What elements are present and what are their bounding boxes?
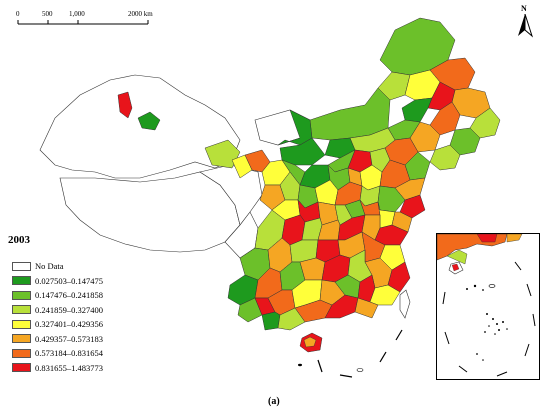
scale-tick-2000: 2000 km (128, 10, 153, 18)
legend-swatch (12, 276, 31, 285)
figure-caption: (a) (268, 396, 280, 407)
inset-map (437, 234, 536, 377)
legend-item: 0.573184–0.831654 (12, 347, 103, 359)
legend-item: No Data (12, 260, 64, 272)
legend-item: 0.241859–0.327400 (12, 304, 103, 316)
legend-swatch (12, 261, 31, 271)
legend-item: 0.831655–1.483773 (12, 362, 103, 374)
legend-label: 0.573184–0.831654 (35, 348, 103, 358)
south-china-sea-inset (436, 233, 540, 380)
south-regions (227, 231, 411, 331)
legend-item: 0.027503–0.147475 (12, 275, 103, 287)
north-arrow: N (513, 4, 537, 38)
region-tibet (59, 171, 241, 253)
scale-tick-0: 0 (16, 10, 20, 18)
legend-item: 0.327401–0.429356 (12, 318, 103, 330)
legend-item: 0.147476–0.241858 (12, 289, 103, 301)
region-urumqi (117, 91, 133, 119)
legend-label: 0.027503–0.147475 (35, 275, 103, 286)
north-regions (277, 87, 396, 173)
legend-swatch (12, 363, 31, 372)
legend-label: 0.429357–0.573183 (35, 333, 103, 344)
legend-swatch (12, 319, 31, 329)
north-arrow-icon (518, 14, 534, 38)
central-north-regions (244, 149, 426, 219)
legend-label: 0.241859–0.327400 (35, 304, 103, 315)
scale-bar: 0 500 1,000 2000 km (14, 10, 154, 30)
legend-swatch (12, 334, 31, 343)
scale-bar-graphic (17, 20, 149, 25)
south-sea-dashes (317, 329, 403, 378)
central-regions (254, 199, 413, 251)
region-karamay (137, 111, 161, 131)
legend-label: No Data (35, 261, 64, 271)
legend-swatch (12, 290, 31, 300)
region-taiwan (399, 289, 411, 319)
scale-tick-500: 500 (42, 10, 53, 18)
north-label: N (521, 4, 527, 13)
legend-swatch (12, 305, 31, 314)
legend-label: 0.147476–0.241858 (35, 290, 103, 300)
year-label: 2003 (8, 234, 30, 246)
legend-swatch (12, 348, 31, 358)
legend-label: 0.831655–1.483773 (35, 362, 103, 373)
region-xinjiang (39, 74, 241, 179)
legend-label: 0.327401–0.429356 (35, 319, 103, 329)
northeast-regions (377, 17, 501, 181)
legend-item: 0.429357–0.573183 (12, 333, 103, 345)
scale-tick-1000: 1,000 (69, 10, 85, 18)
